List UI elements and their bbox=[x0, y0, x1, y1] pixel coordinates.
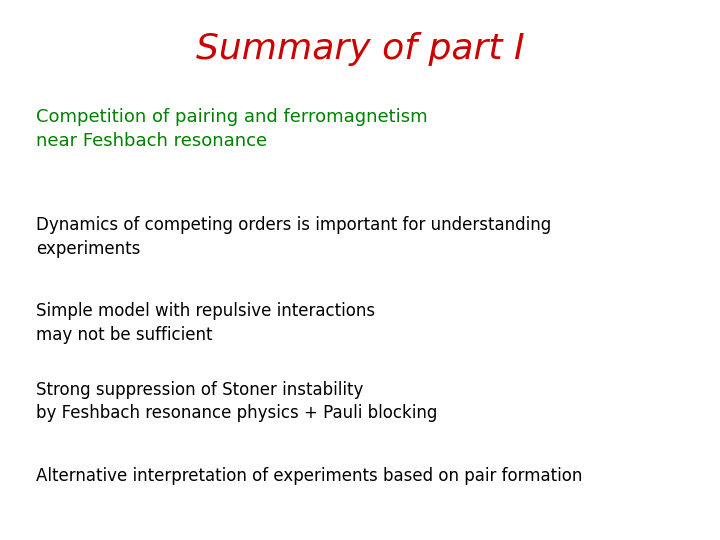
Text: Simple model with repulsive interactions
may not be sufficient: Simple model with repulsive interactions… bbox=[36, 302, 375, 344]
Text: Strong suppression of Stoner instability
by Feshbach resonance physics + Pauli b: Strong suppression of Stoner instability… bbox=[36, 381, 437, 422]
Text: Dynamics of competing orders is important for understanding
experiments: Dynamics of competing orders is importan… bbox=[36, 216, 552, 258]
Text: Competition of pairing and ferromagnetism
near Feshbach resonance: Competition of pairing and ferromagnetis… bbox=[36, 108, 428, 150]
Text: Summary of part I: Summary of part I bbox=[196, 32, 524, 66]
Text: Alternative interpretation of experiments based on pair formation: Alternative interpretation of experiment… bbox=[36, 467, 582, 485]
